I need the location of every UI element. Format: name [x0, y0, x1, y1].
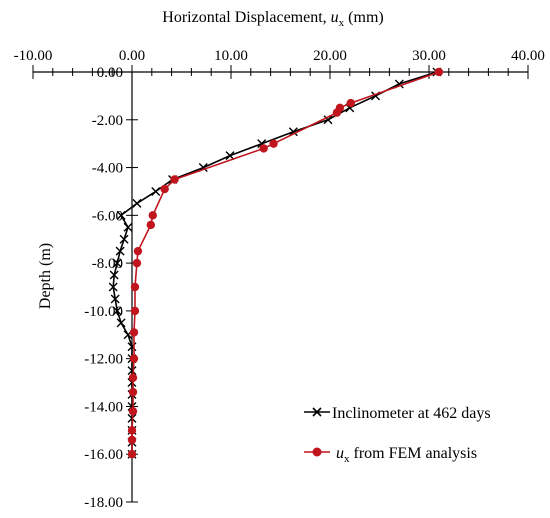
data-point — [225, 151, 235, 161]
data-point — [259, 144, 268, 153]
legend-label-fem: ux from FEM analysis — [336, 445, 477, 465]
data-point — [123, 222, 133, 232]
data-point — [130, 282, 140, 292]
data-point — [130, 306, 140, 316]
data-point — [109, 270, 119, 280]
x-tick-labels: -10.00 0.00 10.00 20.00 30.00 40.00 — [14, 48, 545, 64]
data-point — [129, 328, 139, 337]
y-tick-label: -12.00 — [84, 352, 123, 368]
legend: Inclinometer at 462 days ux from FEM ana… — [304, 405, 491, 465]
data-point — [112, 258, 122, 268]
data-point — [108, 282, 118, 292]
y-axis-title: Depth (m) — [37, 243, 54, 309]
data-point — [133, 246, 143, 256]
y-tick-label: -8.00 — [92, 256, 123, 272]
y-tick-label: 0.00 — [97, 65, 123, 81]
y-tick-label: -14.00 — [84, 399, 123, 415]
x-axis-title: Horizontal Displacement, ux (mm) — [162, 9, 383, 29]
data-point — [127, 450, 137, 459]
data-point — [160, 184, 169, 194]
data-point — [116, 210, 126, 220]
data-point — [332, 108, 342, 117]
x-tick-label: 10.00 — [214, 48, 248, 64]
data-point — [110, 294, 120, 304]
series-fem — [127, 67, 444, 459]
data-point — [127, 426, 137, 435]
legend-marker-x — [312, 407, 322, 417]
data-point — [269, 139, 278, 148]
data-point — [434, 67, 444, 77]
data-point — [127, 366, 137, 376]
y-tick-label: -6.00 — [92, 208, 123, 224]
x-tick-label: 30.00 — [412, 48, 446, 64]
legend-item-inclinometer: Inclinometer at 462 days — [304, 405, 491, 422]
y-tick-label: -10.00 — [84, 304, 123, 320]
legend-item-fem: ux from FEM analysis — [304, 445, 477, 465]
data-point — [151, 186, 161, 196]
data-point — [119, 234, 129, 244]
y-tick-label: -4.00 — [92, 161, 123, 177]
data-point — [323, 115, 333, 125]
data-point — [112, 306, 122, 316]
data-point — [129, 354, 139, 363]
series-layer — [108, 67, 444, 459]
data-point — [148, 211, 157, 220]
series-line — [112, 71, 438, 455]
x-tick-label: 20.00 — [313, 48, 347, 64]
x-tick-label: 0.00 — [119, 48, 145, 64]
data-point — [132, 198, 142, 208]
y-tick-labels: 0.00 -2.00 -4.00 -6.00 -8.00 -10.00 -12.00 -14.… — [84, 65, 123, 511]
series-line — [131, 71, 440, 455]
y-tick-label: -16.00 — [84, 447, 123, 463]
data-point — [115, 246, 125, 256]
data-point — [288, 127, 298, 137]
data-point — [128, 387, 138, 397]
data-point — [127, 435, 137, 445]
data-point — [132, 258, 142, 268]
axes — [32, 65, 529, 503]
data-point — [346, 98, 355, 108]
y-tick-label: -2.00 — [92, 113, 123, 129]
data-point — [128, 373, 138, 382]
series-inclinometer — [108, 67, 442, 459]
x-tick-label: -10.00 — [14, 48, 53, 64]
data-point — [116, 318, 126, 328]
x-tick-label: 40.00 — [511, 48, 545, 64]
data-point — [170, 175, 179, 184]
legend-marker-circle — [312, 447, 322, 457]
data-point — [146, 220, 156, 230]
data-point — [128, 407, 138, 416]
y-tick-label: -18.00 — [84, 495, 123, 511]
legend-label-inclinometer: Inclinometer at 462 days — [332, 405, 491, 422]
